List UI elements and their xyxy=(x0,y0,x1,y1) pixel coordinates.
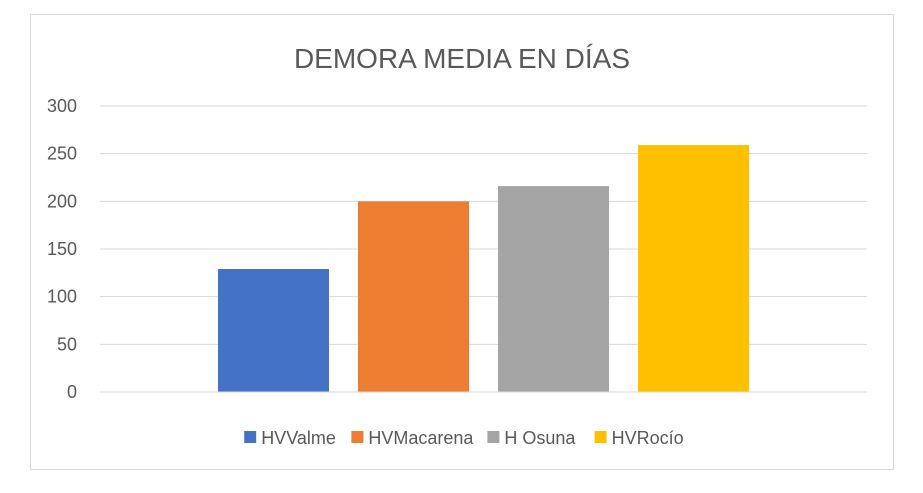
legend-item: HVMacarena xyxy=(351,428,474,448)
legend-item: HVRocío xyxy=(594,428,684,448)
legend-label: HVValme xyxy=(261,428,336,448)
bar-hvvalme xyxy=(218,269,329,392)
legend-item: H Osuna xyxy=(487,428,576,448)
y-tick-label: 300 xyxy=(47,96,77,116)
legend-label: HVMacarena xyxy=(368,428,474,448)
legend-label: HVRocío xyxy=(612,428,684,448)
y-tick-label: 100 xyxy=(47,287,77,307)
legend-swatch xyxy=(244,431,257,443)
bar-hvrocío xyxy=(638,145,749,392)
chart-title: DEMORA MEDIA EN DÍAS xyxy=(294,43,630,74)
legend-item: HVValme xyxy=(244,428,336,448)
bar-h-osuna xyxy=(498,186,609,392)
y-tick-label: 200 xyxy=(47,191,77,211)
legend-label: H Osuna xyxy=(504,428,576,448)
legend-swatch xyxy=(351,431,364,443)
bar-hvmacarena xyxy=(358,201,469,392)
y-axis-tick-labels: 0 50 100 150 200 250 300 xyxy=(47,96,77,402)
legend-swatch xyxy=(487,431,500,443)
bars xyxy=(100,145,867,393)
legend-swatch xyxy=(594,431,607,443)
legend: HVValme HVMacarena H Osuna HVRocío xyxy=(244,428,684,448)
y-tick-label: 50 xyxy=(57,334,77,354)
y-tick-label: 250 xyxy=(47,144,77,164)
y-tick-label: 150 xyxy=(47,239,77,259)
y-tick-label: 0 xyxy=(67,382,77,402)
gridlines xyxy=(100,105,867,393)
